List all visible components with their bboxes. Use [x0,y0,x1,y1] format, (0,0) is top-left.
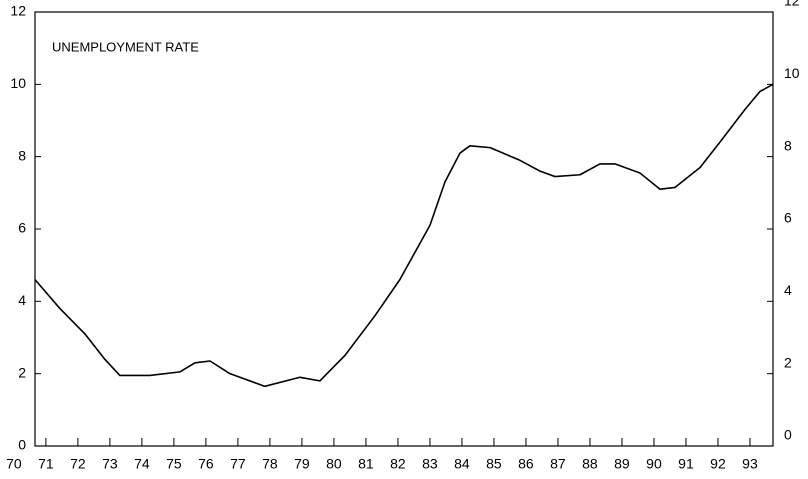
x-tick-label: 85 [486,456,502,472]
y2-tick-label: 4 [784,282,792,298]
x-tick-label: 83 [422,456,438,472]
x-tick-label: 88 [582,456,598,472]
x-tick-label: 90 [646,456,662,472]
y-tick-label: 2 [18,364,26,380]
x-tick-label: 81 [358,456,374,472]
x-tick-label: 76 [198,456,214,472]
x-tick-label: 82 [390,456,406,472]
plot-frame [34,11,774,447]
y-tick-label: 0 [18,437,26,453]
x-tick-label: 93 [742,456,758,472]
y2-tick-label: 10 [784,65,800,81]
chart-title: UNEMPLOYMENT RATE [52,39,199,54]
x-tick-label: 89 [614,456,630,472]
x-tick-label: 92 [710,456,726,472]
y2-tick-label: 2 [784,354,792,370]
x-tick-label: 91 [678,456,694,472]
x-tick-label: 79 [294,456,310,472]
x-tick-label: 87 [550,456,566,472]
x-tick-label: 77 [230,456,246,472]
x-tick-label: 80 [326,456,342,472]
y2-tick-label: 8 [784,137,792,153]
x-tick-label: 78 [262,456,278,472]
line-series [34,83,774,388]
x-tick-label: 72 [70,456,86,472]
x-tick-label: 70 [6,456,22,472]
x-tick-label: 73 [102,456,118,472]
y-tick-label: 4 [18,292,26,308]
y-tick-label: 10 [10,75,26,91]
x-tick-label: 86 [518,456,534,472]
y-tick-label: 6 [18,220,26,236]
y2-tick-label: 6 [784,210,792,226]
y2-tick-label: 12 [784,0,800,9]
x-tick-label: 84 [454,456,470,472]
y-tick-label: 12 [10,3,26,19]
x-tick-label: 74 [134,456,150,472]
y-tick-label: 8 [18,147,26,163]
x-tick-label: 75 [166,456,182,472]
y2-tick-label: 0 [784,427,792,443]
x-tick-label: 71 [38,456,54,472]
